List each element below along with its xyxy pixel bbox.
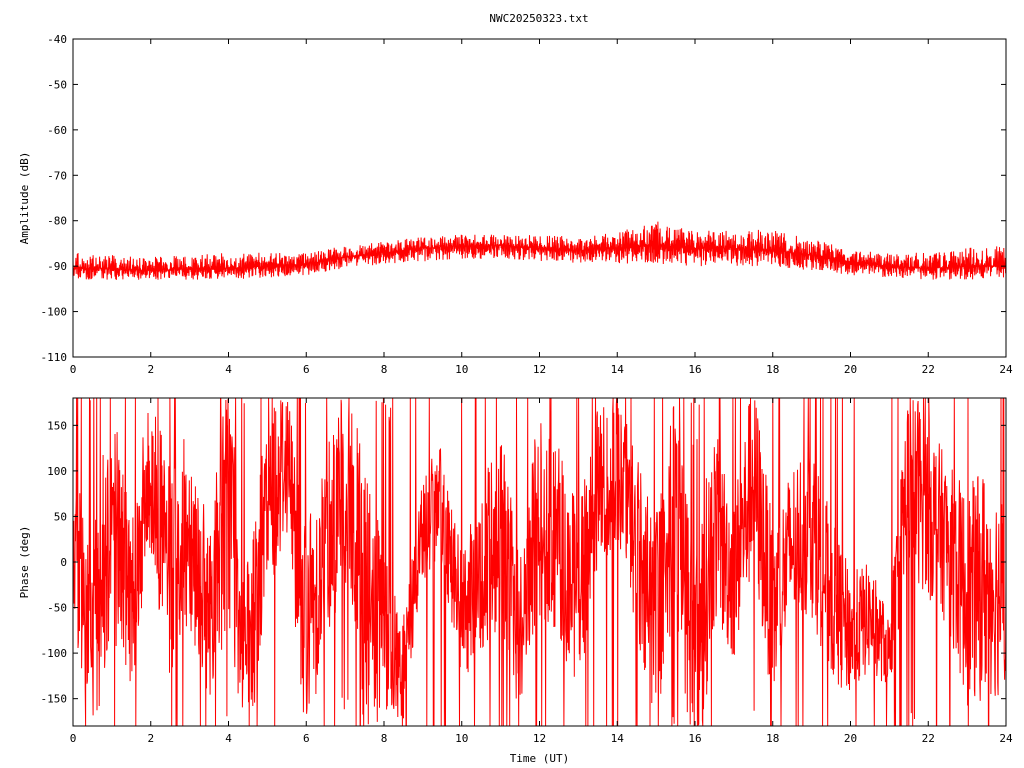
amplitude-x-tick-label: 14 [611,363,625,376]
phase-y-tick-label: -150 [41,693,68,706]
amplitude-y-tick-label: -100 [41,306,68,319]
amplitude-x-tick-label: 20 [844,363,857,376]
phase-x-tick-label: 20 [844,732,857,745]
amplitude-y-tick-label: -90 [47,260,67,273]
chart-title: NWC20250323.txt [489,12,588,25]
phase-y-tick-label: 0 [60,556,67,569]
amplitude-x-tick-label: 22 [922,363,935,376]
amplitude-y-tick-label: -70 [47,169,67,182]
phase-x-tick-label: 16 [688,732,701,745]
amplitude-y-tick-label: -60 [47,124,67,137]
phase-y-tick-label: -100 [41,647,68,660]
phase-y-tick-label: 100 [47,465,67,478]
phase-x-tick-label: 4 [225,732,232,745]
amplitude-y-tick-label: -40 [47,33,67,46]
amplitude-trace [73,221,1006,280]
phase-trace [73,398,1006,726]
amplitude-x-tick-label: 0 [70,363,77,376]
phase-y-tick-label: 150 [47,419,67,432]
amplitude-x-tick-label: 16 [688,363,701,376]
phase-x-tick-label: 14 [611,732,625,745]
amplitude-x-tick-label: 18 [766,363,779,376]
amplitude-y-axis-label: Amplitude (dB) [18,152,31,245]
phase-x-tick-label: 2 [147,732,154,745]
amplitude-x-tick-label: 4 [225,363,232,376]
phase-x-tick-label: 18 [766,732,779,745]
phase-x-tick-label: 12 [533,732,546,745]
amplitude-x-tick-label: 6 [303,363,310,376]
amplitude-y-tick-label: -80 [47,215,67,228]
amplitude-y-tick-label: -50 [47,78,67,91]
amplitude-panel: 0 2 4 6 8 10 12 14 16 18 20 22 24-40-50-60-70-80-90-… [18,33,1013,376]
phase-x-axis-label: Time (UT) [510,752,570,765]
phase-y-tick-label: -50 [47,602,67,615]
phase-y-tick-label: 50 [54,510,67,523]
phase-x-tick-label: 10 [455,732,468,745]
phase-x-tick-label: 0 [70,732,77,745]
phase-x-tick-label: 22 [922,732,935,745]
amplitude-plot-frame [72,38,1007,358]
amplitude-x-tick-label: 8 [381,363,388,376]
amplitude-x-tick-label: 24 [999,363,1013,376]
phase-x-tick-label: 6 [303,732,310,745]
amplitude-x-tick-label: 12 [533,363,546,376]
amplitude-x-tick-label: 2 [147,363,154,376]
phase-panel: 0 2 4 6 8 10 12 14 16 18 20 22 24150100500-50-100-15… [18,397,1013,765]
amplitude-y-tick-label: -110 [41,351,68,364]
phase-x-tick-label: 24 [999,732,1013,745]
phase-x-tick-label: 8 [381,732,388,745]
amplitude-x-tick-label: 10 [455,363,468,376]
phase-y-axis-label: Phase (deg) [18,526,31,599]
